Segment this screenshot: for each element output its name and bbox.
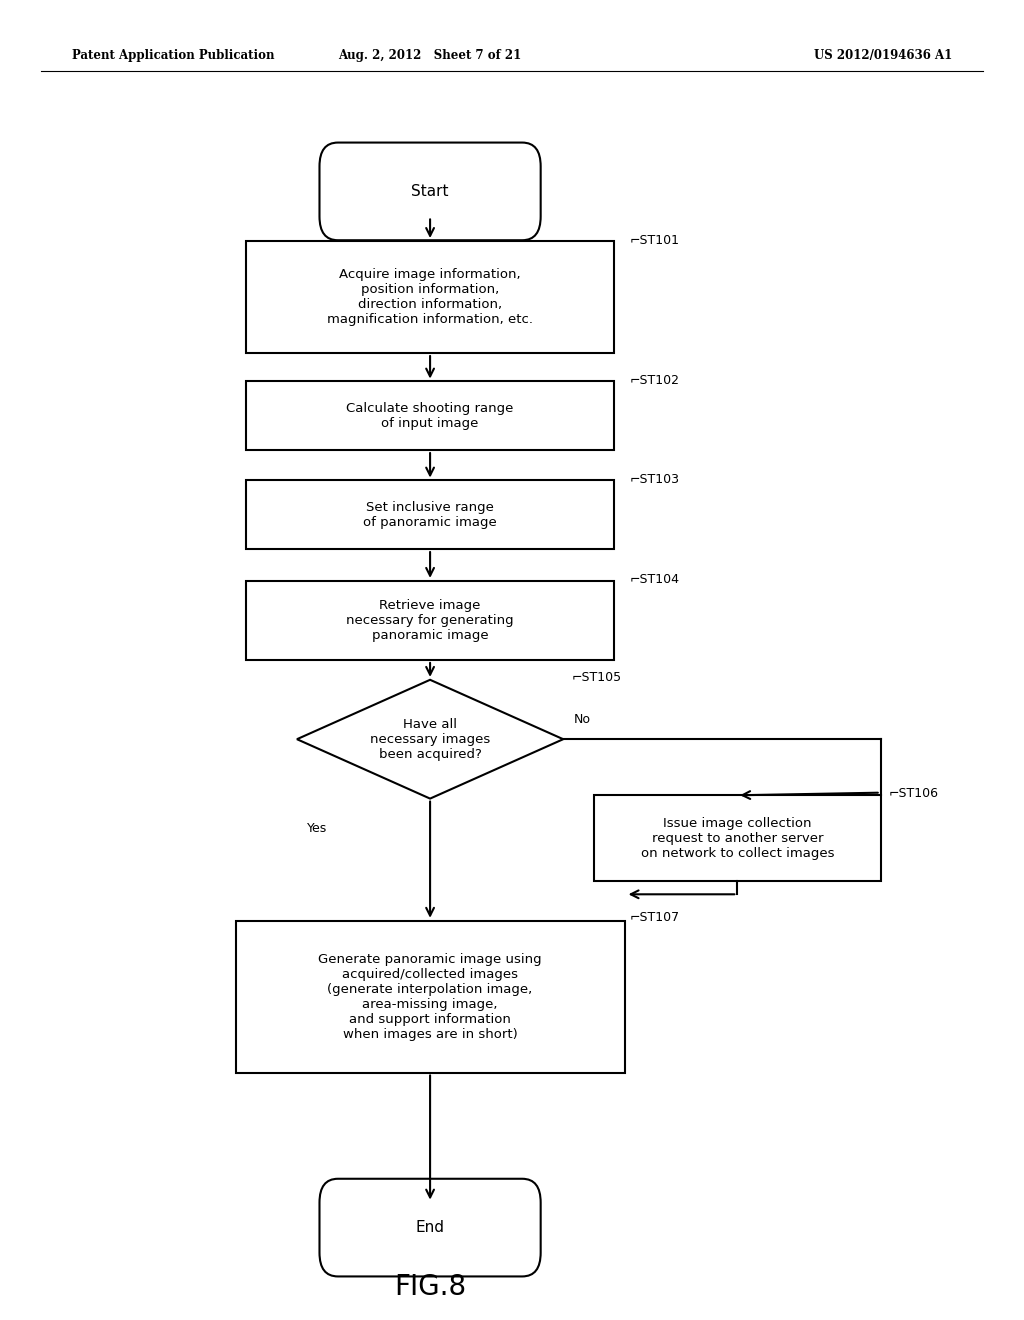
Text: Set inclusive range
of panoramic image: Set inclusive range of panoramic image bbox=[364, 500, 497, 529]
Text: Have all
necessary images
been acquired?: Have all necessary images been acquired? bbox=[370, 718, 490, 760]
Text: Generate panoramic image using
acquired/collected images
(generate interpolation: Generate panoramic image using acquired/… bbox=[318, 953, 542, 1040]
Text: ⌐ST103: ⌐ST103 bbox=[630, 473, 680, 486]
Text: ⌐ST101: ⌐ST101 bbox=[630, 234, 680, 247]
Text: Calculate shooting range
of input image: Calculate shooting range of input image bbox=[346, 401, 514, 430]
Text: Patent Application Publication: Patent Application Publication bbox=[72, 49, 274, 62]
Text: US 2012/0194636 A1: US 2012/0194636 A1 bbox=[814, 49, 952, 62]
FancyBboxPatch shape bbox=[319, 143, 541, 240]
Text: Retrieve image
necessary for generating
panoramic image: Retrieve image necessary for generating … bbox=[346, 599, 514, 642]
FancyBboxPatch shape bbox=[319, 1179, 541, 1276]
Text: ⌐ST106: ⌐ST106 bbox=[889, 787, 939, 800]
Text: Issue image collection
request to another server
on network to collect images: Issue image collection request to anothe… bbox=[641, 817, 834, 859]
Text: Acquire image information,
position information,
direction information,
magnific: Acquire image information, position info… bbox=[327, 268, 534, 326]
Text: ⌐ST107: ⌐ST107 bbox=[630, 911, 680, 924]
Text: ⌐ST105: ⌐ST105 bbox=[571, 671, 622, 684]
Bar bbox=[246, 381, 614, 450]
Text: End: End bbox=[416, 1220, 444, 1236]
Bar bbox=[246, 581, 614, 660]
Bar bbox=[246, 480, 614, 549]
Text: Start: Start bbox=[412, 183, 449, 199]
Bar bbox=[246, 240, 614, 352]
Bar bbox=[236, 921, 625, 1072]
Text: FIG.8: FIG.8 bbox=[394, 1272, 466, 1302]
Bar bbox=[594, 795, 881, 882]
Text: No: No bbox=[573, 713, 591, 726]
Text: ⌐ST104: ⌐ST104 bbox=[630, 573, 680, 586]
Text: Aug. 2, 2012   Sheet 7 of 21: Aug. 2, 2012 Sheet 7 of 21 bbox=[339, 49, 521, 62]
Text: ⌐ST102: ⌐ST102 bbox=[630, 374, 680, 387]
Text: Yes: Yes bbox=[307, 822, 328, 836]
Polygon shape bbox=[297, 680, 563, 799]
